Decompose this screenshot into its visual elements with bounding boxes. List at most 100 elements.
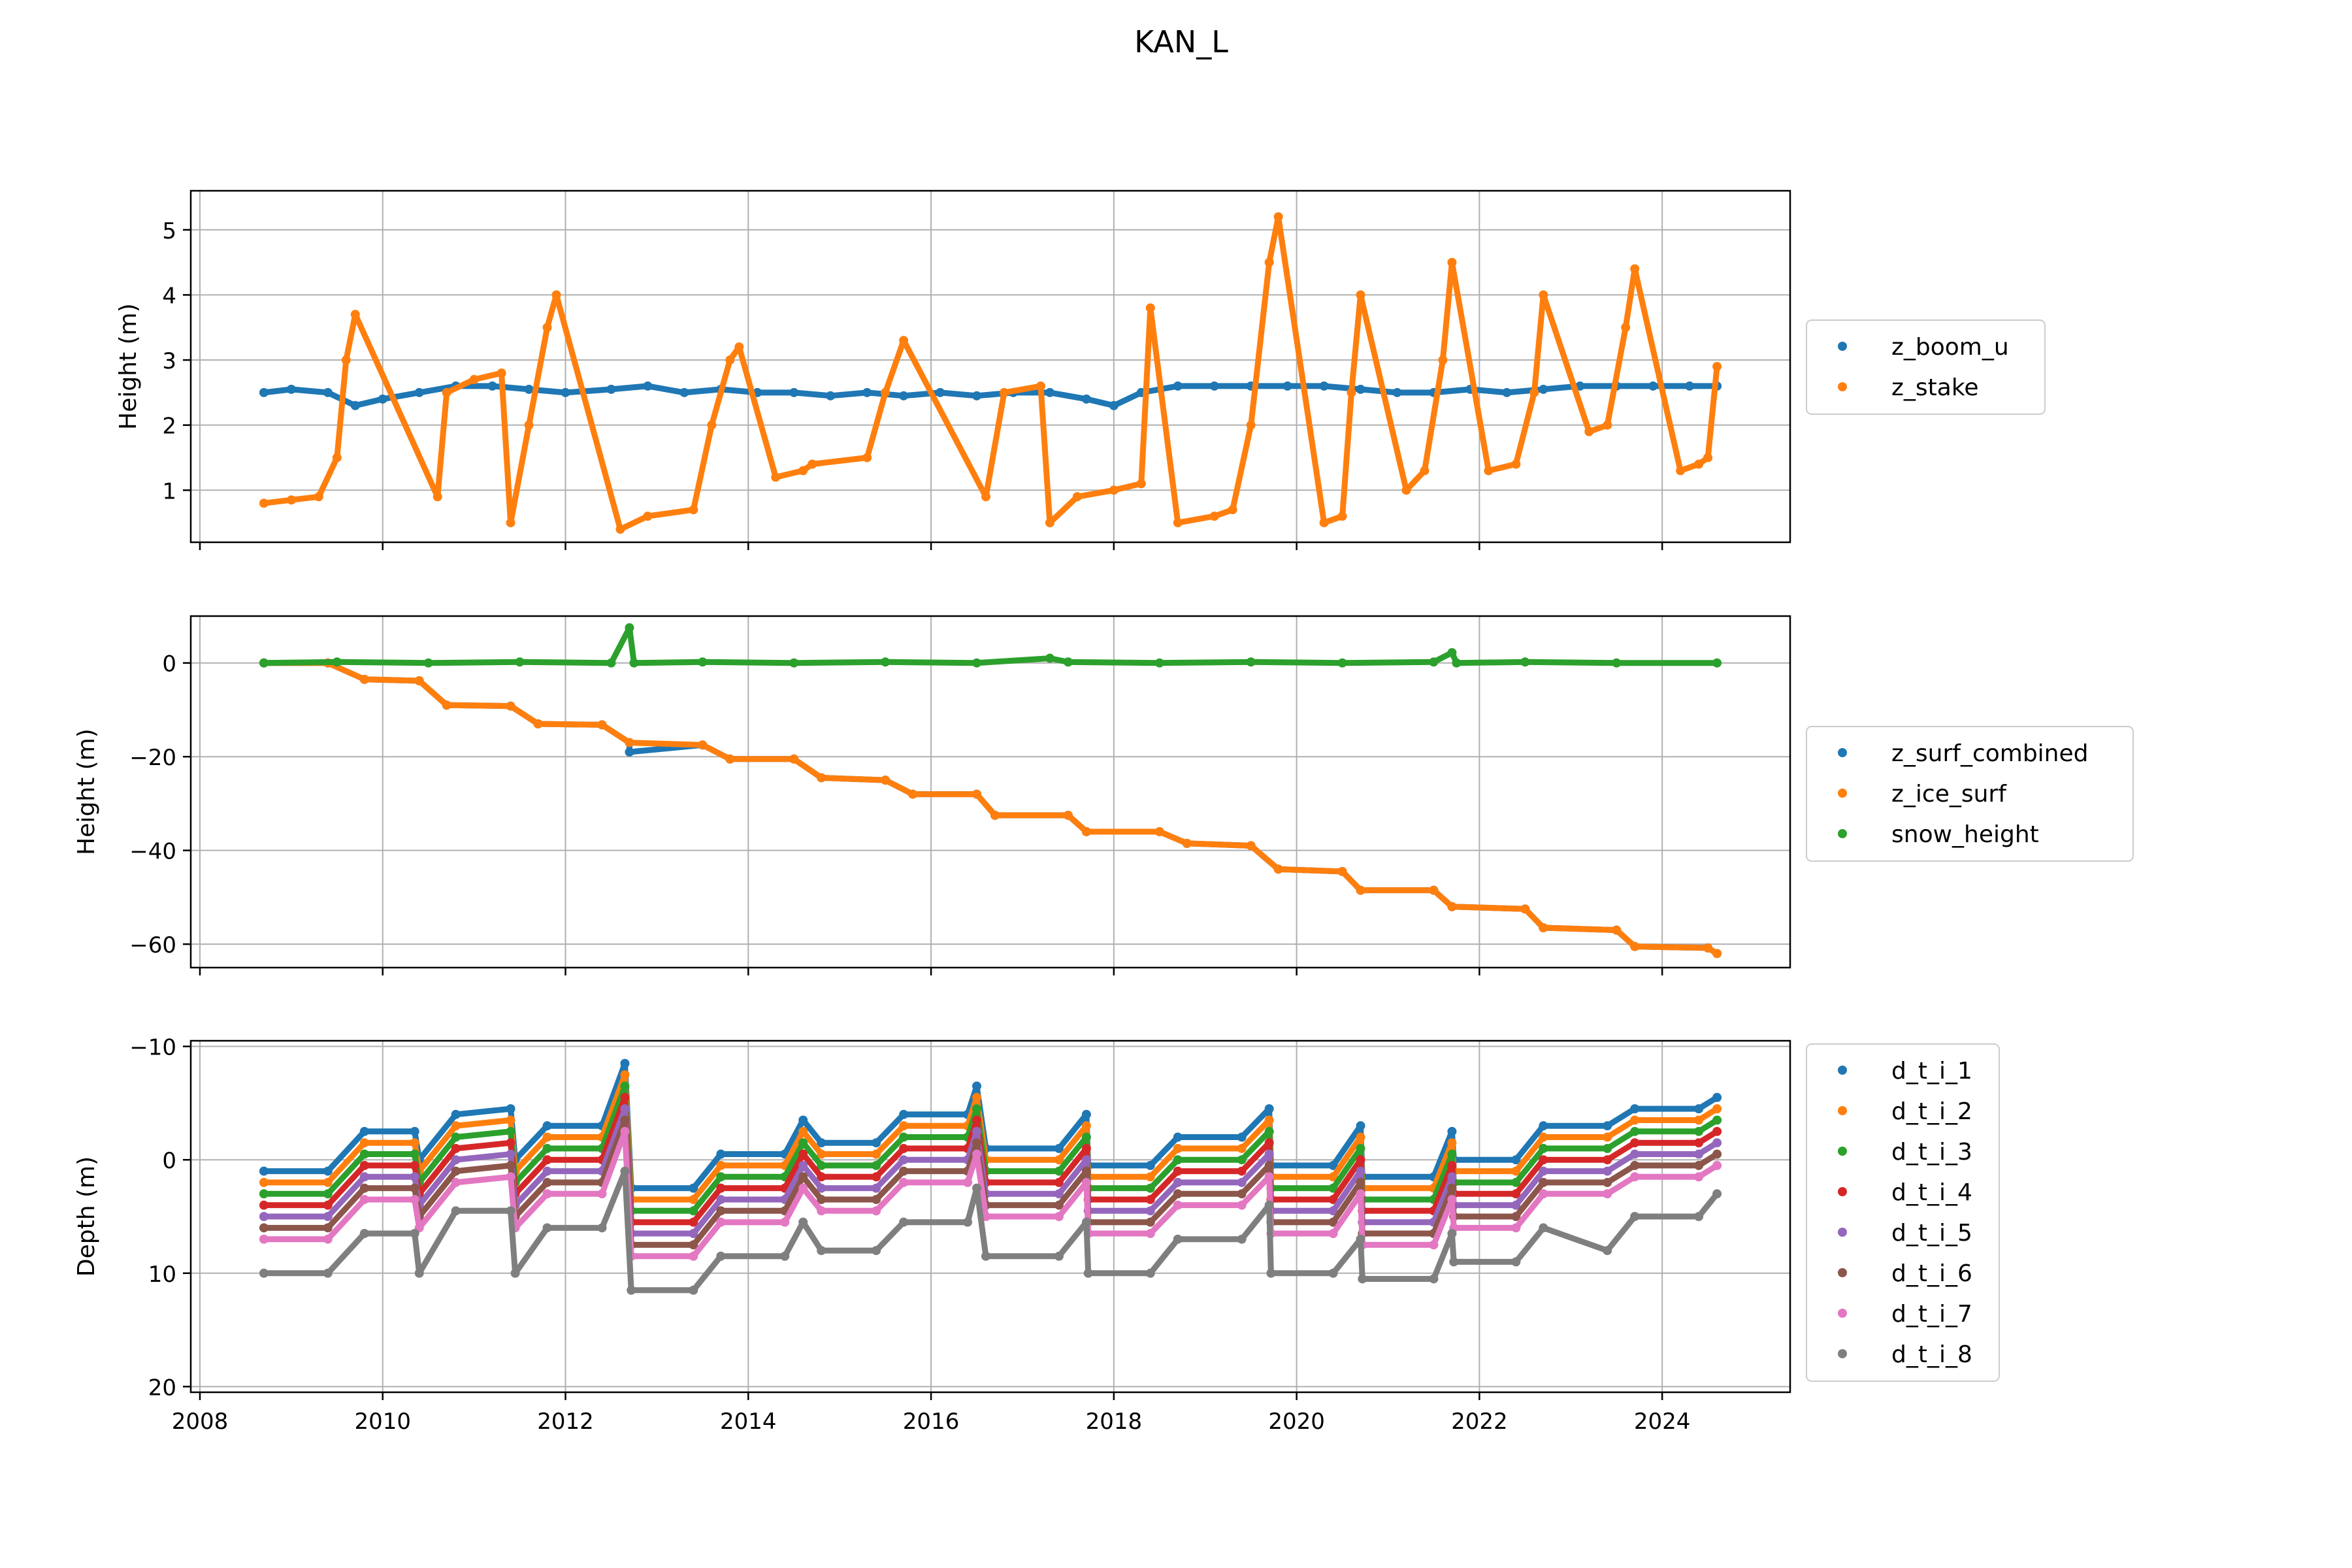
- legend-marker: [1838, 1228, 1847, 1237]
- data-point-d_t_i_5: [689, 1229, 698, 1239]
- data-point-d_t_i_6: [1630, 1160, 1640, 1170]
- data-point-d_t_i_5: [1237, 1177, 1247, 1187]
- data-point-d_t_i_8: [872, 1246, 881, 1256]
- data-point-d_t_i_1: [1173, 1132, 1183, 1142]
- data-point-d_t_i_4: [259, 1200, 269, 1210]
- data-point-d_t_i_1: [1630, 1104, 1640, 1114]
- data-point-d_t_i_3: [259, 1189, 269, 1199]
- legend-label: d_t_i_5: [1891, 1220, 1972, 1247]
- data-point-d_t_i_3: [689, 1206, 698, 1216]
- data-point-z_stake: [1347, 387, 1356, 397]
- data-point-d_t_i_7: [1237, 1200, 1247, 1210]
- data-point-z_stake: [1539, 290, 1548, 300]
- data-point-z_stake: [1228, 505, 1237, 515]
- data-point-d_t_i_4: [620, 1092, 630, 1102]
- data-point-z_ice_surf: [1520, 904, 1530, 914]
- data-point-d_t_i_2: [1511, 1166, 1521, 1176]
- data-point-d_t_i_5: [1264, 1149, 1274, 1159]
- data-point-d_t_i_1: [1603, 1121, 1612, 1131]
- legend-marker: [1838, 748, 1847, 757]
- data-point-z_stake: [1264, 257, 1274, 267]
- data-point-d_t_i_6: [716, 1206, 726, 1216]
- data-point-d_t_i_5: [899, 1155, 909, 1165]
- data-point-d_t_i_2: [259, 1177, 269, 1187]
- data-point-d_t_i_6: [1237, 1189, 1247, 1199]
- data-point-d_t_i_4: [1054, 1177, 1064, 1187]
- data-point-snow_height: [1246, 657, 1256, 667]
- data-point-d_t_i_2: [1054, 1155, 1064, 1165]
- legend-marker: [1838, 382, 1847, 391]
- y-tick-label: −10: [129, 1035, 176, 1061]
- data-point-d_t_i_6: [1173, 1189, 1183, 1199]
- data-point-z_boom_u: [789, 387, 799, 397]
- data-point-z_ice_surf: [506, 701, 515, 711]
- data-point-d_t_i_6: [899, 1166, 909, 1176]
- data-point-d_t_i_5: [1054, 1189, 1064, 1199]
- data-point-z_ice_surf: [1154, 826, 1164, 836]
- series-z_stake: [259, 212, 1722, 534]
- data-point-z_stake: [1584, 427, 1594, 436]
- legend-marker: [1838, 1147, 1847, 1156]
- data-point-d_t_i_7: [1356, 1189, 1365, 1199]
- data-point-z_boom_u: [1209, 381, 1219, 391]
- data-point-d_t_i_3: [620, 1081, 630, 1091]
- data-point-d_t_i_7: [1328, 1229, 1338, 1239]
- data-point-d_t_i_5: [1603, 1166, 1612, 1176]
- data-point-d_t_i_4: [689, 1217, 698, 1227]
- y-tick-label: 0: [162, 1148, 176, 1174]
- data-point-d_t_i_7: [798, 1183, 808, 1193]
- data-point-z_ice_surf: [881, 776, 890, 785]
- data-point-d_t_i_2: [817, 1149, 826, 1159]
- y-tick-label: 0: [162, 651, 176, 678]
- data-point-d_t_i_7: [716, 1217, 726, 1227]
- data-point-d_t_i_8: [542, 1223, 552, 1233]
- data-point-d_t_i_2: [1694, 1115, 1704, 1125]
- data-point-d_t_i_3: [972, 1104, 982, 1114]
- data-point-d_t_i_4: [798, 1149, 808, 1159]
- chart-panels: 1 2 3 4 5 Height (m) z_boom_u z_stake 0 −20 −40 −60…: [73, 189, 2134, 1435]
- data-point-z_stake: [615, 525, 625, 534]
- data-point-d_t_i_5: [359, 1172, 369, 1182]
- data-point-snow_height: [972, 658, 982, 668]
- data-point-d_t_i_2: [1712, 1104, 1722, 1114]
- data-point-snow_height: [1520, 657, 1530, 667]
- y-tick-label: 10: [148, 1262, 176, 1288]
- y-axis-label: Height (m): [115, 303, 142, 430]
- data-point-z_stake: [1401, 485, 1411, 495]
- data-point-d_t_i_8: [1173, 1234, 1183, 1244]
- data-point-z_stake: [433, 492, 442, 502]
- legend-label: z_surf_combined: [1891, 740, 2089, 767]
- data-point-d_t_i_4: [1511, 1189, 1521, 1199]
- data-point-z_stake: [734, 342, 744, 352]
- data-point-d_t_i_8: [451, 1206, 461, 1216]
- data-point-d_t_i_6: [451, 1166, 461, 1176]
- data-point-d_t_i_2: [899, 1121, 909, 1131]
- data-point-d_t_i_6: [1511, 1212, 1521, 1221]
- data-point-z_boom_u: [1045, 387, 1054, 397]
- data-point-snow_height: [625, 623, 634, 632]
- data-point-d_t_i_3: [359, 1149, 369, 1159]
- data-point-d_t_i_1: [1447, 1126, 1457, 1136]
- data-point-z_boom_u: [259, 387, 269, 397]
- data-point-d_t_i_6: [1447, 1183, 1457, 1193]
- data-point-z_stake: [808, 459, 817, 469]
- data-point-d_t_i_4: [1173, 1166, 1183, 1176]
- data-point-d_t_i_6: [620, 1115, 630, 1125]
- data-point-z_boom_u: [1319, 381, 1329, 391]
- data-point-d_t_i_8: [597, 1223, 607, 1233]
- data-point-d_t_i_6: [817, 1194, 826, 1204]
- data-point-z_ice_surf: [1273, 864, 1283, 874]
- x-tick-label: 2008: [172, 1409, 229, 1435]
- data-point-d_t_i_3: [323, 1189, 333, 1199]
- data-point-z_stake: [1072, 492, 1082, 502]
- data-point-z_ice_surf: [908, 789, 918, 799]
- legend-marker: [1838, 1187, 1847, 1196]
- data-point-d_t_i_2: [1264, 1115, 1274, 1125]
- data-point-z_stake: [1703, 453, 1713, 463]
- data-point-z_boom_u: [1173, 381, 1183, 391]
- series-line-d_t_i_7: [261, 1128, 1720, 1260]
- data-point-d_t_i_2: [323, 1177, 333, 1187]
- legend: d_t_i_1 d_t_i_2 d_t_i_3 d_t_i_4 d_t_i_5 d_t_i…: [1806, 1043, 2000, 1382]
- data-point-d_t_i_6: [1054, 1200, 1064, 1210]
- data-point-d_t_i_6: [1356, 1177, 1365, 1187]
